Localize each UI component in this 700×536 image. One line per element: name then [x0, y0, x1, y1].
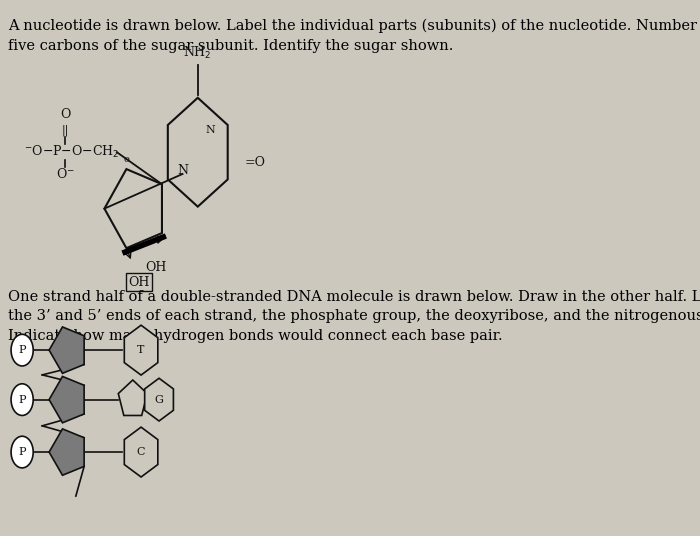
Polygon shape [49, 429, 84, 475]
Polygon shape [118, 380, 147, 415]
Polygon shape [145, 378, 174, 421]
Text: P: P [18, 345, 26, 355]
Polygon shape [125, 427, 158, 477]
Polygon shape [49, 327, 84, 374]
Text: O$^{-}$: O$^{-}$ [55, 167, 74, 181]
Text: o: o [123, 155, 130, 164]
Text: N: N [205, 125, 215, 136]
Text: ||: || [62, 125, 69, 136]
Text: $^{-}$O$-$P$-$O$-$CH$_2$: $^{-}$O$-$P$-$O$-$CH$_2$ [24, 144, 119, 160]
Polygon shape [125, 325, 158, 375]
Text: O: O [60, 108, 70, 121]
Text: =O: =O [245, 155, 266, 169]
Text: P: P [18, 447, 26, 457]
Text: C: C [136, 447, 146, 457]
Text: One strand half of a double-stranded DNA molecule is drawn below. Draw in the ot: One strand half of a double-stranded DNA… [8, 290, 700, 343]
Polygon shape [49, 376, 84, 423]
Text: N: N [177, 163, 188, 176]
Text: OH: OH [128, 276, 150, 289]
Circle shape [11, 334, 33, 366]
Circle shape [11, 436, 33, 468]
Text: OH: OH [146, 260, 167, 274]
Text: G: G [155, 394, 164, 405]
Text: A nucleotide is drawn below. Label the individual parts (subunits) of the nucleo: A nucleotide is drawn below. Label the i… [8, 19, 700, 53]
Circle shape [11, 384, 33, 415]
Text: NH$_2$: NH$_2$ [183, 45, 212, 61]
Text: T: T [137, 345, 145, 355]
Text: P: P [18, 394, 26, 405]
